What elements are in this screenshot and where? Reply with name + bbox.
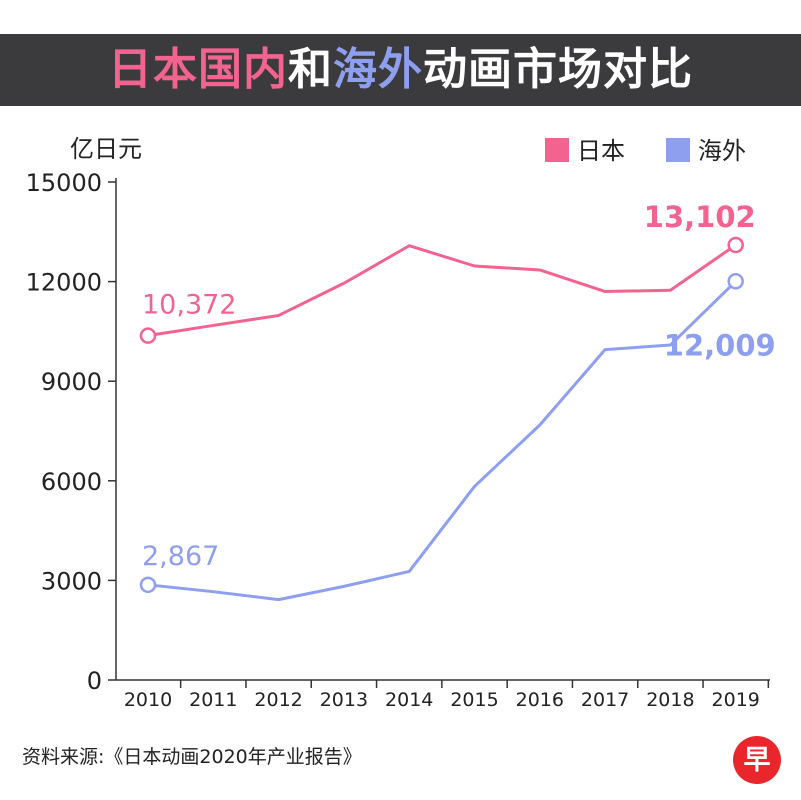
data-label-overseas: 12,009 [664,328,776,362]
x-tick-label: 2017 [581,689,629,711]
x-tick-label: 2011 [189,689,237,711]
title-japan-domestic: 日本国内 [108,44,288,95]
x-tick-label: 2013 [320,689,368,711]
logo-char: 早 [744,745,771,776]
legend-label: 海外 [698,137,746,165]
series-line-japan [147,243,737,338]
data-point-japan [139,327,157,344]
y-axis-label: 亿日元 [70,135,142,163]
x-tick-label: 2014 [385,689,433,711]
data-label-overseas: 2,867 [142,541,219,572]
legend-label: 日本 [577,137,625,165]
y-tick-label: 0 [87,667,102,695]
y-tick-label: 3000 [41,567,102,595]
title-bar: 日本国内和海外动画市场对比 [0,34,801,106]
legend-swatch [545,138,569,162]
data-label-japan: 10,372 [142,290,236,321]
x-tick-label: 2018 [646,689,694,711]
x-tick-label: 2015 [450,689,498,711]
series-line-overseas [147,280,737,602]
x-tick-label: 2010 [124,689,172,711]
legend-swatch [666,138,690,162]
source-note: 资料来源:《日本动画2020年产业报告》 [22,746,362,768]
logo-circle [733,736,781,784]
title-overseas: 海外 [333,44,423,95]
data-point-overseas [727,273,744,290]
x-tick-label: 2012 [254,689,302,711]
x-tick-label: 2019 [712,689,760,711]
data-point-overseas [139,576,157,594]
title-anime-market-comparison: 动画市场对比 [423,44,693,95]
x-tick-label: 2016 [516,689,564,711]
zaobao-logo-icon: 早 [733,736,781,784]
y-tick-label: 9000 [41,368,102,396]
y-tick-label: 12000 [26,269,102,297]
chart-title: 日本国内和海外动画市场对比 [108,48,693,92]
data-point-japan [727,236,744,254]
y-tick-label: 15000 [26,169,102,197]
title-and: 和 [288,44,333,95]
data-label-japan: 13,102 [644,200,756,234]
y-tick-label: 6000 [41,468,102,496]
